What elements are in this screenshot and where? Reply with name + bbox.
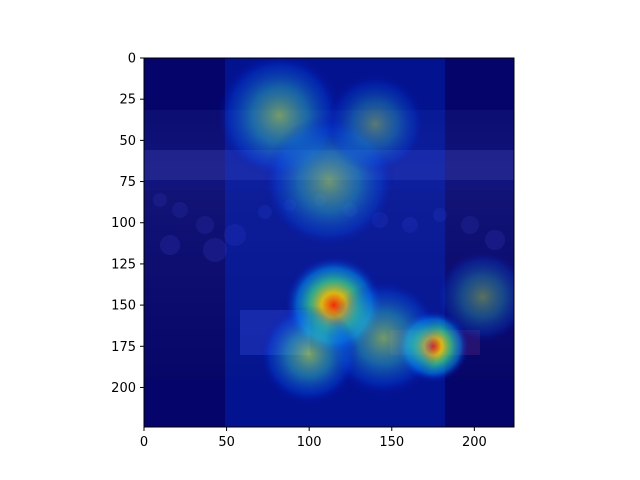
heatmap-blobs bbox=[216, 58, 514, 404]
heatmap-blob bbox=[259, 305, 359, 404]
x-tick-label: 200 bbox=[462, 435, 487, 450]
x-axis: 0 50 100 150 200 bbox=[140, 427, 487, 450]
y-tick-label: 100 bbox=[111, 216, 136, 231]
y-tick-label: 125 bbox=[111, 257, 136, 272]
x-tick-label: 150 bbox=[379, 435, 404, 450]
y-tick-label: 150 bbox=[111, 299, 136, 314]
y-tick-label: 0 bbox=[128, 52, 136, 67]
y-tick-label: 50 bbox=[119, 134, 136, 149]
y-tick-label: 200 bbox=[111, 381, 136, 396]
y-tick-label: 75 bbox=[119, 175, 136, 190]
y-tick-label: 25 bbox=[119, 93, 136, 108]
heatmap-blob bbox=[436, 250, 514, 343]
plot-frame bbox=[143, 57, 515, 428]
heatmap-blob bbox=[325, 74, 425, 174]
x-tick-label: 100 bbox=[297, 435, 322, 450]
y-axis: 0 25 50 75 100 125 150 175 200 bbox=[111, 52, 144, 396]
x-tick-label: 50 bbox=[218, 435, 235, 450]
x-tick-label: 0 bbox=[140, 435, 148, 450]
y-tick-label: 175 bbox=[111, 340, 136, 355]
image-panel bbox=[144, 58, 514, 427]
